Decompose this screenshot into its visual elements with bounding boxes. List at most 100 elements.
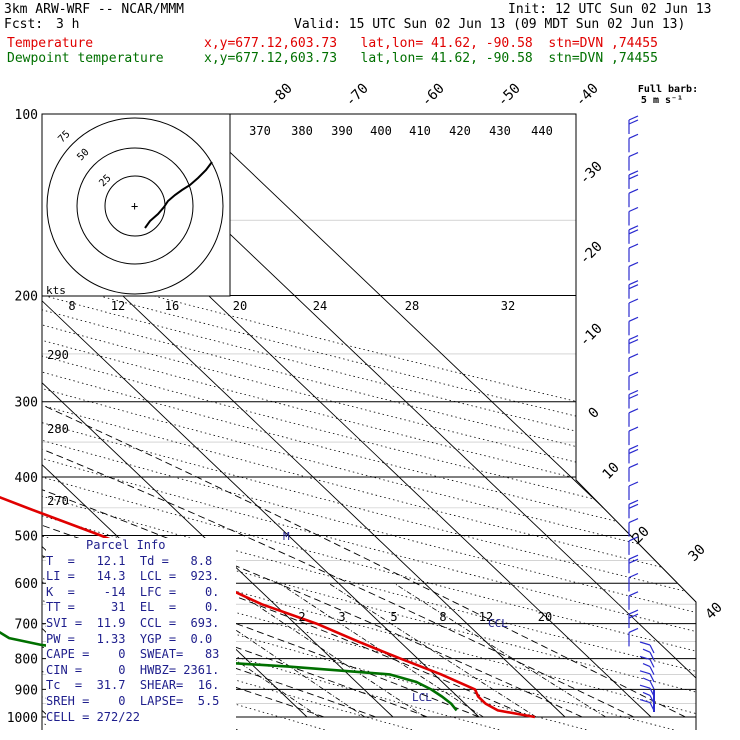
forecast-label: Fcst: [4,17,44,32]
isotherm-label: 10 [600,460,623,483]
wind-barb [628,298,639,317]
hodograph-box [41,113,231,297]
wind-barb [628,572,639,592]
mixing-ratio-label: 32 [501,299,515,313]
hodograph-ring [76,147,194,265]
wind-barb [628,536,639,555]
moist-adiabat [42,295,686,718]
mixing-ratio-label: 12 [479,610,493,624]
pressure-tick-label: 500 [15,529,38,544]
moist-adiabat [42,295,376,718]
parcel-row: CIN = 0 HWBZ= 2361. [46,662,220,677]
theta-label: 400 [370,124,392,138]
pressure-tick-label: 800 [15,653,38,668]
isotherm-line [42,114,566,718]
wind-barb [628,444,639,464]
isotherm-label: -40 [573,81,602,110]
mixing-ratio-label: 20 [233,299,247,313]
valid-time: Valid: 15 UTC Sun 02 Jun 13 (09 MDT Sun … [294,17,686,32]
wind-barb [628,170,639,189]
barb-legend-unit: 5 m s⁻¹ [641,95,683,106]
wind-barb [628,609,639,629]
mixing-ratio-label: 20 [538,610,552,624]
isotherm-line [189,114,696,718]
parcel-row: T = 12.1 Td = 8.8 [46,553,213,568]
wind-barb [628,152,639,171]
mixing-ratio-label: 24 [313,299,327,313]
mixing-ratio-label: 16 [165,299,179,313]
wind-barb [628,225,639,244]
theta-label: 440 [531,124,553,138]
init-time: Init: 12 UTC Sun 02 Jun 13 [508,2,712,17]
wind-barb [628,280,639,299]
isotherm-label: 40 [703,600,726,623]
hodograph-unit-label: kts [46,284,66,297]
wind-barb [628,115,639,134]
wind-barb [628,481,639,500]
isotherm-line [42,114,394,718]
moist-adiabat [42,295,583,718]
mixing-ratio-line [278,582,484,718]
isotherm-label: -30 [577,159,606,188]
dry-adiabat [42,126,696,730]
wind-barb [639,641,655,654]
parcel-row: K = -14 LFC = 0. [46,584,220,599]
wind-barb [628,627,639,647]
mixing-ratio-label: 12 [111,299,125,313]
isotherm-label: 30 [686,542,709,565]
hodograph-center: + [131,199,138,213]
pressure-tick-label: 600 [15,577,38,592]
mixing-ratio-label: 2 [298,610,305,624]
parcel-info-title: Parcel Info [86,538,166,552]
parcel-info-panel: Parcel Info T = 12.1 Td = 8.8 LI = 14.3 … [46,538,236,738]
pressure-tick-label: 900 [15,683,38,698]
wind-barb [628,188,639,208]
wind-barb [628,591,639,610]
parcel-row: TT = 31 EL = 0. [46,600,220,615]
parcel-row: CELL = 272/22 [46,709,140,724]
mixing-ratio-label: 8 [68,299,75,313]
dry-adiabat [42,126,696,730]
parcel-row: SVI = 11.9 CCL = 693. [46,615,220,630]
mixing-ratio-label: 28 [405,299,419,313]
wind-barb [628,133,639,153]
theta-label: 370 [249,124,271,138]
dewpoint-profile [0,630,458,712]
mixing-ratio-line [393,582,606,718]
barb-legend-title: Full barb: [638,84,698,95]
wind-barb [642,663,655,675]
parcel-row: LI = 14.3 LCL = 923. [46,569,220,584]
isotherm-line [42,114,480,718]
theta-label: 420 [449,124,471,138]
plot-frame [42,113,697,730]
wind-barb [639,670,655,683]
wind-barb [628,261,639,281]
theta-label: 380 [291,124,313,138]
dewpoint-location: x,y=677.12,603.73 lat,lon= 41.62, -90.58… [204,51,658,66]
dry-adiabat [42,126,696,730]
isotherm-label: -10 [577,321,606,350]
wind-barb [628,554,639,574]
wind-barb [639,655,655,668]
pressure-tick-label: 700 [15,618,38,633]
ccl-marker: CCL [488,617,508,630]
pressure-tick-label: 400 [15,471,38,486]
el-marker: M [283,530,290,543]
mixing-ratio-line [328,582,537,718]
wind-barb [628,499,639,519]
wind-barb [628,316,639,336]
theta-label: 290 [47,348,69,362]
dry-adiabat [42,126,696,730]
isotherm-label: -60 [419,81,448,110]
parcel-row: CAPE = 0 SWEAT= 83 [46,647,220,662]
wind-barb [628,463,639,482]
wind-barb [628,518,639,537]
isotherm-label: 20 [630,524,653,547]
parcel-row: PW = 1.33 YGP = 0.0 [46,631,213,646]
parcel-row: Tc = 31.7 SHEAR= 16. [46,678,220,693]
theta-label: 390 [331,124,353,138]
lcl-marker: LCL [412,691,432,704]
